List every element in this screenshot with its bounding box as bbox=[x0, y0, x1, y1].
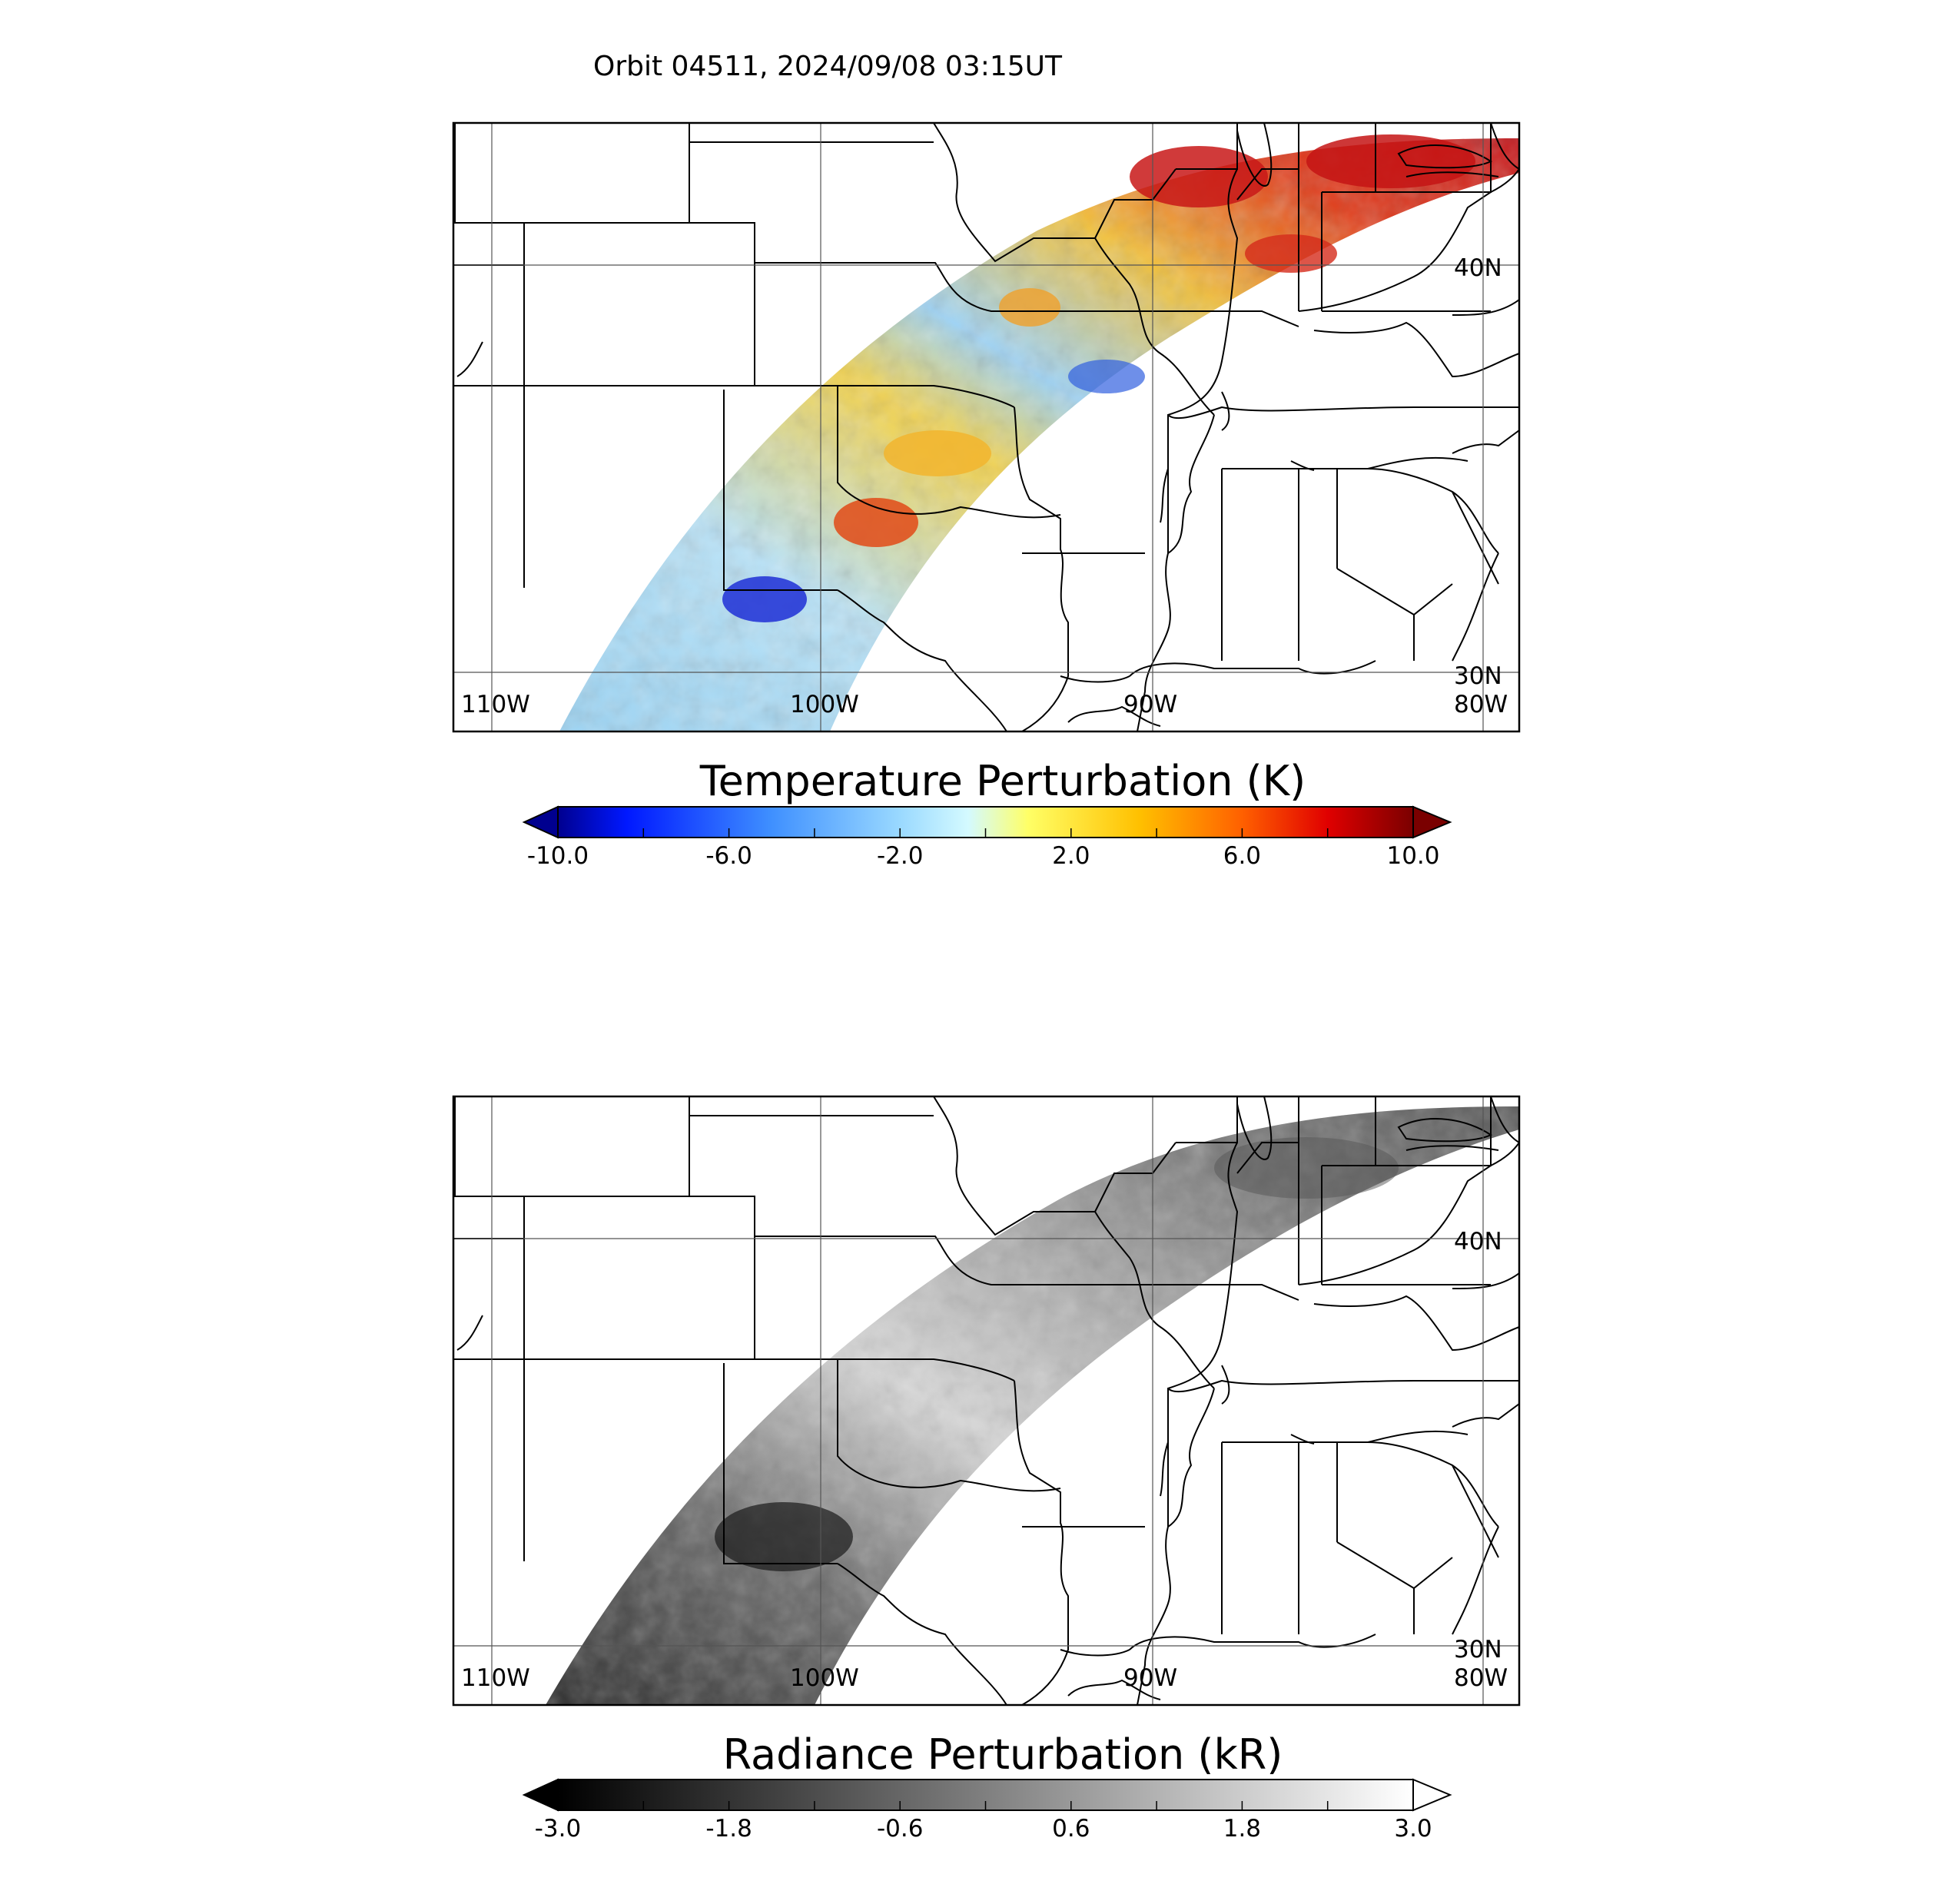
colorbar-tick-label: -0.6 bbox=[877, 1815, 924, 1843]
temperature-panel: 110W 100W 90W 80W 40N 30N bbox=[452, 121, 1521, 733]
lon-label-100w: 100W bbox=[790, 1664, 859, 1692]
lon-label-90w: 90W bbox=[1123, 1664, 1177, 1692]
lon-label-80w: 80W bbox=[1454, 691, 1508, 718]
colorbar-tick-label: 6.0 bbox=[1223, 842, 1261, 870]
radiance-colorbar-ticks: -3.0 -1.8 -0.6 0.6 1.8 3.0 bbox=[535, 1801, 1432, 1843]
radiance-colorbar: Radiance Perturbation (kR) -3.0 -1.8 -0.6 0… bbox=[522, 1730, 1452, 1843]
colorbar-high-extension bbox=[1412, 1778, 1452, 1812]
lat-label-30n: 30N bbox=[1454, 662, 1502, 690]
colorbar-tick-label: -10.0 bbox=[527, 842, 589, 870]
temperature-colorbar: Temperature Perturbation (K) -10.0 -6.0 -2… bbox=[522, 757, 1452, 870]
lat-label-40n: 40N bbox=[1454, 1228, 1502, 1256]
temperature-colorbar-title: Temperature Perturbation (K) bbox=[699, 757, 1306, 805]
colorbar-high-extension bbox=[1412, 805, 1452, 839]
colorbar-tick-label: 3.0 bbox=[1394, 1815, 1432, 1843]
temperature-colorbar-ticks: -10.0 -6.0 -2.0 2.0 6.0 10.0 bbox=[527, 828, 1440, 870]
colorbar-tick-label: -3.0 bbox=[535, 1815, 582, 1843]
colorbar-tick-label: -2.0 bbox=[877, 842, 924, 870]
colorbar-tick-label: 0.6 bbox=[1052, 1815, 1090, 1843]
colorbar-low-extension bbox=[522, 1778, 559, 1812]
colorbar-tick-label: 2.0 bbox=[1052, 842, 1090, 870]
lat-label-40n: 40N bbox=[1454, 254, 1502, 282]
lon-label-90w: 90W bbox=[1123, 691, 1177, 718]
colorbar-tick-label: -1.8 bbox=[705, 1815, 752, 1843]
lon-label-110w: 110W bbox=[461, 691, 530, 718]
colorbar-tick-label: 10.0 bbox=[1386, 842, 1439, 870]
colorbar-low-extension bbox=[522, 805, 559, 839]
lat-label-30n: 30N bbox=[1454, 1636, 1502, 1664]
lon-label-80w: 80W bbox=[1454, 1664, 1508, 1692]
colorbar-tick-label: 1.8 bbox=[1223, 1815, 1261, 1843]
radiance-panel: 110W 100W 90W 80W 40N 30N bbox=[452, 1095, 1521, 1707]
figure-title: Orbit 04511, 2024/09/08 03:15UT bbox=[593, 51, 1063, 82]
radiance-colorbar-title: Radiance Perturbation (kR) bbox=[723, 1730, 1283, 1779]
lon-label-110w: 110W bbox=[461, 1664, 530, 1692]
lon-label-100w: 100W bbox=[790, 691, 859, 718]
colorbar-tick-label: -6.0 bbox=[705, 842, 752, 870]
